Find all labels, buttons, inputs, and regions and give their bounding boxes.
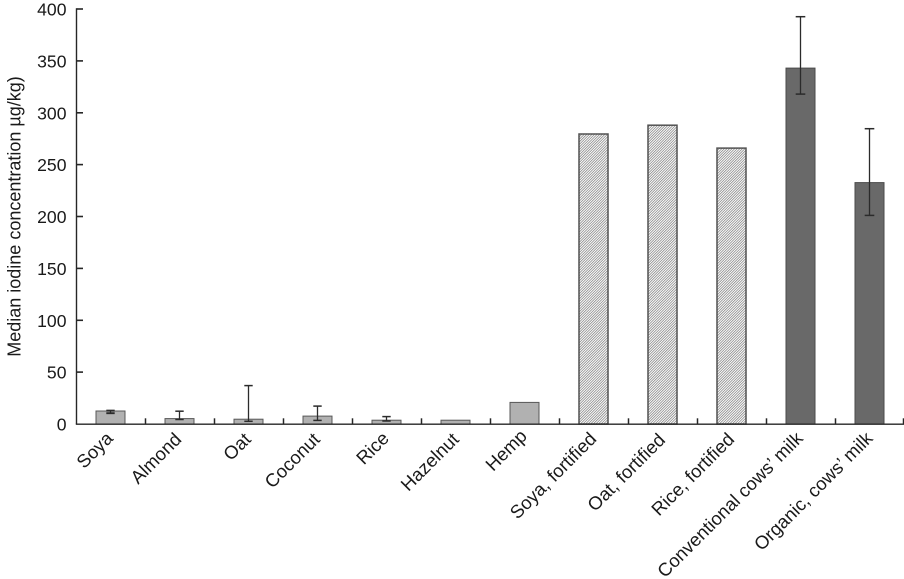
svg-text:Rice: Rice bbox=[352, 427, 393, 468]
svg-text:200: 200 bbox=[37, 207, 67, 227]
svg-text:50: 50 bbox=[47, 363, 67, 383]
svg-text:400: 400 bbox=[37, 0, 67, 20]
svg-text:Hazelnut: Hazelnut bbox=[396, 428, 462, 494]
svg-text:350: 350 bbox=[37, 51, 67, 71]
svg-text:Coconut: Coconut bbox=[260, 428, 324, 492]
svg-text:300: 300 bbox=[37, 103, 67, 123]
svg-text:Organic, cows’ milk: Organic, cows’ milk bbox=[750, 427, 878, 555]
svg-text:Soya: Soya bbox=[72, 427, 117, 472]
svg-text:Median iodine concentration µg: Median iodine concentration µg/kg) bbox=[5, 76, 25, 357]
svg-text:0: 0 bbox=[57, 415, 67, 435]
svg-text:Hemp: Hemp bbox=[481, 425, 531, 475]
svg-text:Almond: Almond bbox=[126, 428, 185, 487]
svg-text:100: 100 bbox=[37, 311, 67, 331]
svg-text:250: 250 bbox=[37, 155, 67, 175]
svg-text:Oat: Oat bbox=[219, 428, 255, 464]
svg-text:150: 150 bbox=[37, 259, 67, 279]
